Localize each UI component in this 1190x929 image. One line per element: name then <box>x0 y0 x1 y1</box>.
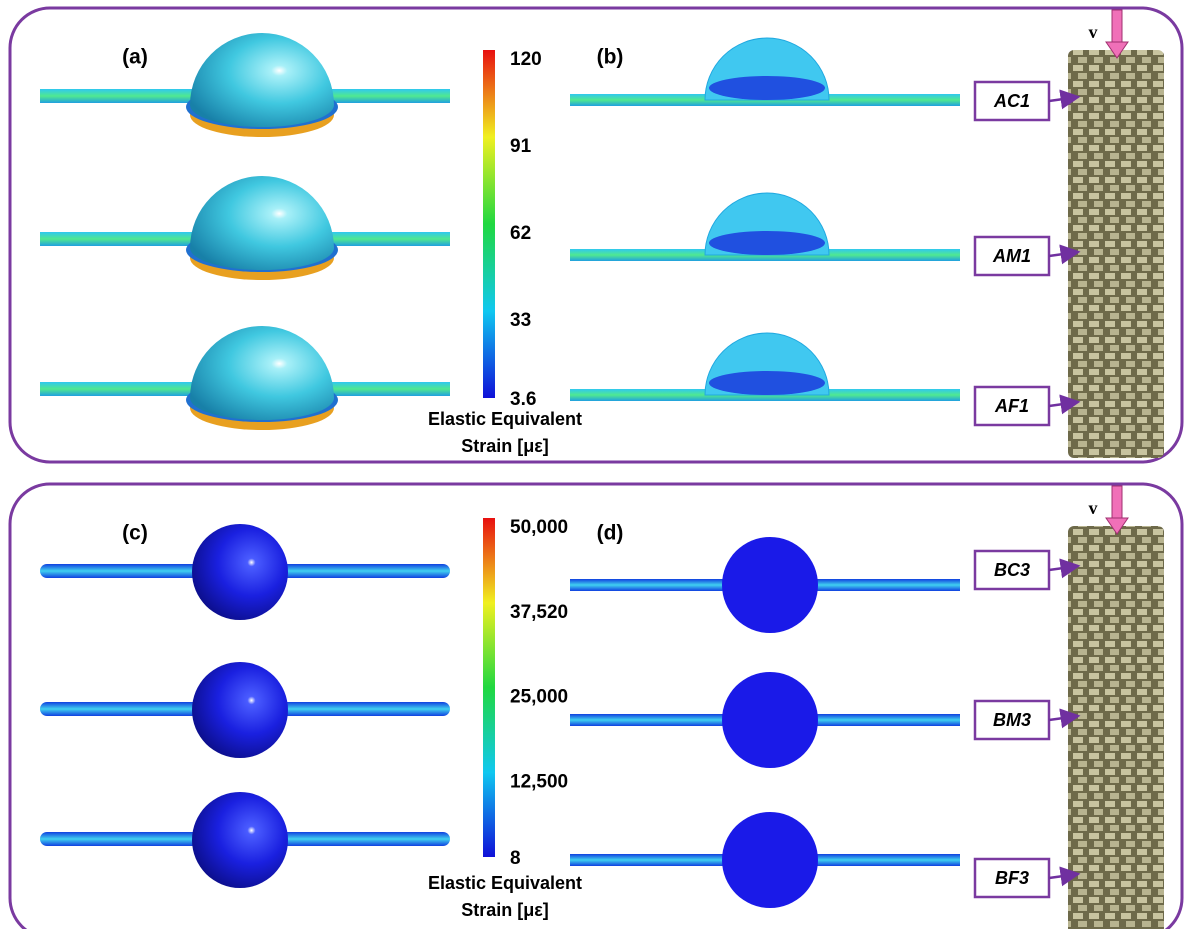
load-label: v <box>1089 498 1098 518</box>
load-arrow <box>1112 10 1122 42</box>
colorbar-tick-label: 8 <box>510 848 521 869</box>
colorbar-tick-label: 91 <box>510 136 532 157</box>
sphere <box>722 537 818 633</box>
colorbar-tick-label: 25,000 <box>510 687 568 708</box>
page: {"sections": [ {"panel_labels": ["(a)", … <box>0 0 1190 929</box>
load-label: v <box>1089 22 1098 42</box>
dome-cavity <box>709 231 825 255</box>
colorbar-tick-label: 12,500 <box>510 771 568 792</box>
specimen-label: AC1 <box>993 91 1030 111</box>
specimen-label: BF3 <box>995 868 1029 888</box>
figure: (a)(b)1209162333.6Elastic EquivalentStra… <box>0 0 1190 929</box>
sphere <box>192 792 288 888</box>
colorbar-title: Elastic Equivalent <box>428 409 582 429</box>
lattice-column <box>1068 526 1164 929</box>
colorbar <box>483 518 495 857</box>
colorbar-tick-label: 62 <box>510 223 531 244</box>
dome-cavity <box>709 371 825 395</box>
colorbar-tick-label: 37,520 <box>510 602 568 623</box>
specimen-label: BM3 <box>993 710 1031 730</box>
specimen-label: AM1 <box>992 246 1031 266</box>
colorbar-tick-label: 3.6 <box>510 389 536 410</box>
sphere <box>722 812 818 908</box>
sphere <box>190 176 334 270</box>
dome-cavity <box>709 76 825 100</box>
colorbar-tick-label: 120 <box>510 49 542 70</box>
colorbar-title: Elastic Equivalent <box>428 873 582 893</box>
lattice-column <box>1068 50 1164 458</box>
colorbar-title: Strain [με] <box>461 436 549 456</box>
sphere <box>722 672 818 768</box>
colorbar <box>483 50 495 398</box>
panel-label: (c) <box>122 522 148 545</box>
panel-label: (b) <box>597 46 624 69</box>
sphere <box>192 524 288 620</box>
specimen-label: AF1 <box>994 396 1029 416</box>
sphere <box>190 326 334 420</box>
colorbar-tick-label: 33 <box>510 310 531 331</box>
panel-label: (d) <box>597 522 624 545</box>
sphere <box>192 662 288 758</box>
colorbar-tick-label: 50,000 <box>510 517 568 538</box>
colorbar-title: Strain [με] <box>461 900 549 920</box>
sphere <box>190 33 334 127</box>
load-arrow <box>1112 486 1122 518</box>
panel-label: (a) <box>122 46 148 69</box>
specimen-label: BC3 <box>994 560 1030 580</box>
